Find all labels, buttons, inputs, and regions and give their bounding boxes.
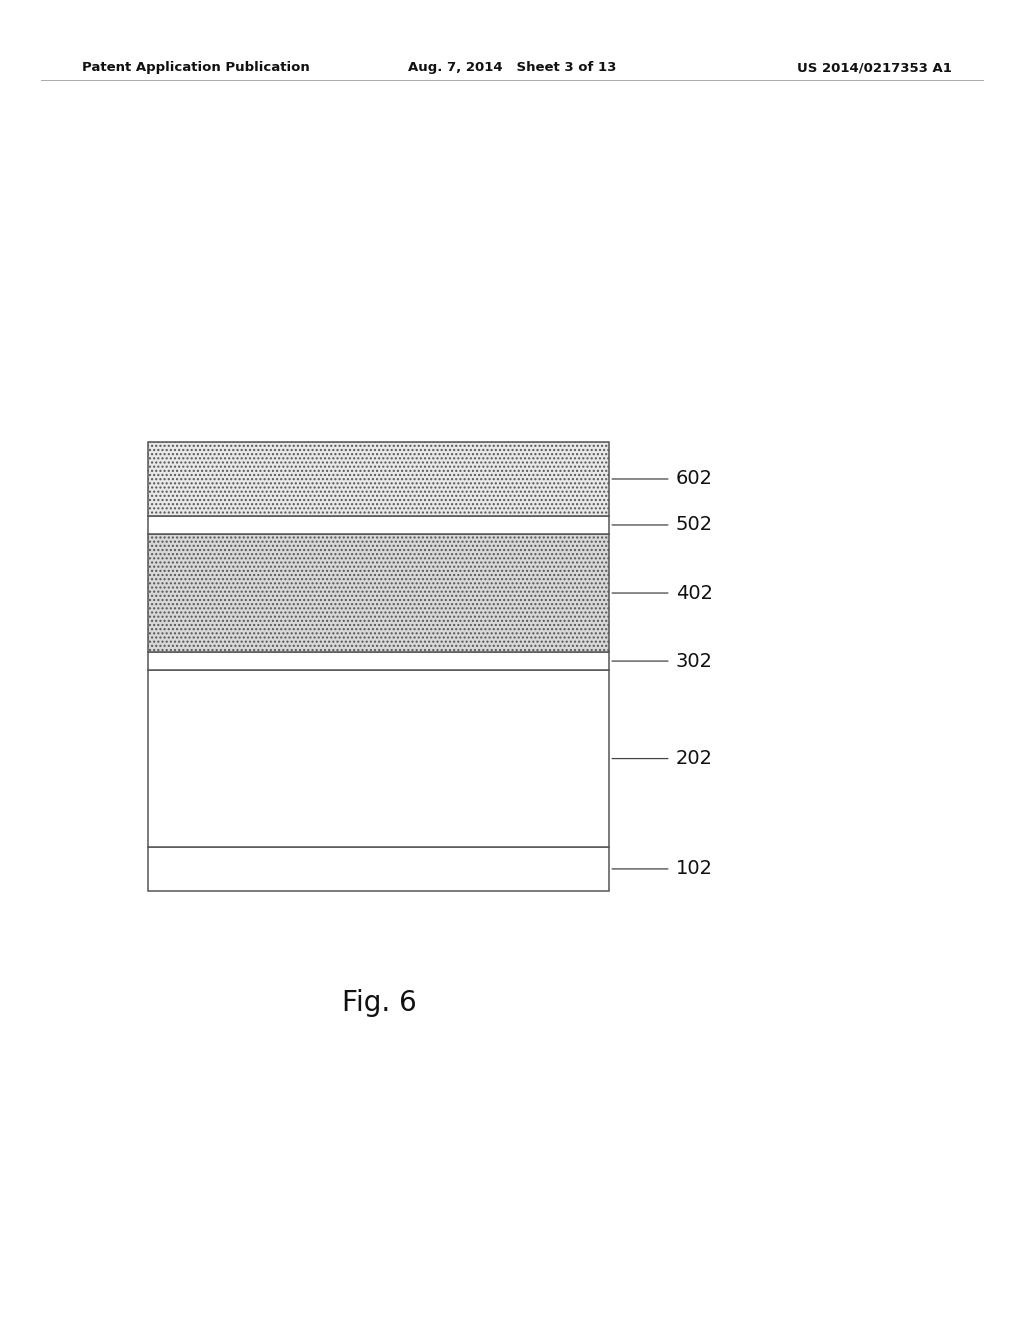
Bar bbox=[148, 442, 609, 516]
Text: Patent Application Publication: Patent Application Publication bbox=[82, 62, 309, 74]
Text: 402: 402 bbox=[676, 583, 713, 602]
Bar bbox=[148, 671, 609, 847]
Bar bbox=[148, 516, 609, 535]
Text: Fig. 6: Fig. 6 bbox=[342, 989, 416, 1018]
Bar bbox=[148, 652, 609, 671]
Text: Aug. 7, 2014   Sheet 3 of 13: Aug. 7, 2014 Sheet 3 of 13 bbox=[408, 62, 616, 74]
Text: US 2014/0217353 A1: US 2014/0217353 A1 bbox=[798, 62, 952, 74]
Text: 502: 502 bbox=[676, 516, 713, 535]
Text: 102: 102 bbox=[676, 859, 713, 878]
Bar bbox=[148, 535, 609, 652]
Text: 302: 302 bbox=[676, 652, 713, 671]
Text: 602: 602 bbox=[676, 470, 713, 488]
Bar bbox=[148, 847, 609, 891]
Text: 202: 202 bbox=[676, 748, 713, 768]
